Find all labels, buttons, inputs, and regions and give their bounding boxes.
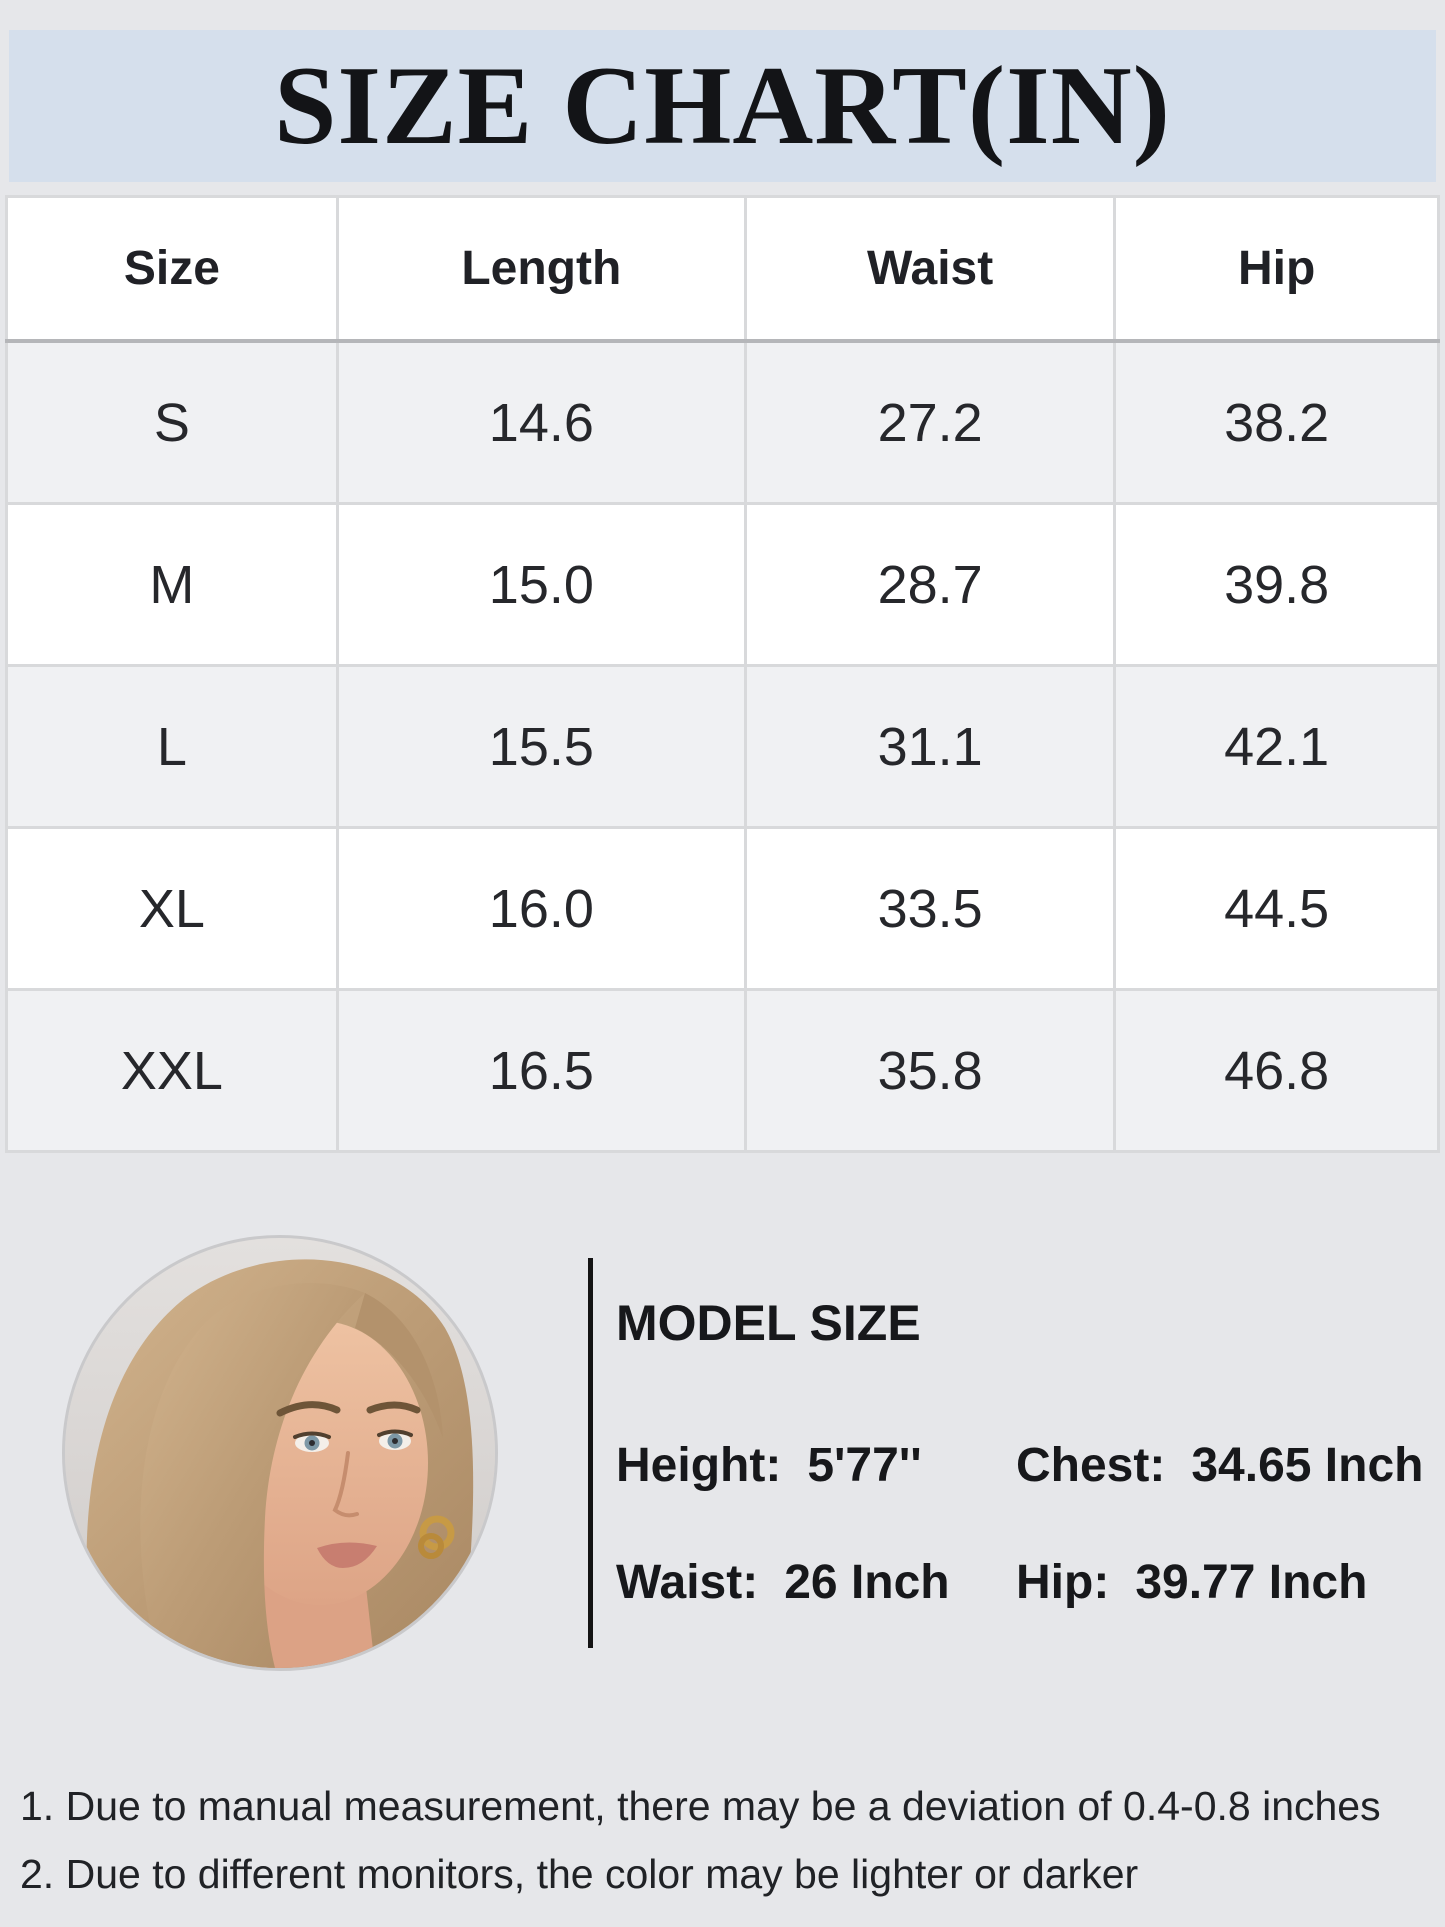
note-2: 2. Due to different monitors, the color … <box>20 1851 1139 1897</box>
stat-waist: Waist: 26 Inch <box>616 1555 1016 1610</box>
cell-waist: 31.1 <box>743 664 1117 829</box>
cell-length: 15.5 <box>335 664 747 829</box>
stat-height-label: Height: <box>616 1439 782 1492</box>
table-row-m: M 15.0 28.7 39.8 <box>5 502 1440 667</box>
cell-waist: 35.8 <box>743 988 1117 1153</box>
cell-length: 16.0 <box>335 826 747 991</box>
cell-size: L <box>5 664 339 829</box>
cell-hip: 38.2 <box>1113 339 1440 505</box>
cell-size: S <box>5 339 339 505</box>
cell-hip: 39.8 <box>1113 502 1440 667</box>
stat-waist-value: 26 Inch <box>784 1556 950 1609</box>
model-portrait-illustration <box>65 1238 495 1668</box>
model-stat-line-2: Waist: 26 Inch Hip: 39.77 Inch <box>616 1555 1426 1610</box>
size-table-header-row: Size Length Waist Hip <box>5 195 1440 343</box>
size-chart-title: SIZE CHART(IN) <box>274 43 1171 168</box>
model-stat-line-1: Height: 5'77'' Chest: 34.65 Inch <box>616 1438 1426 1493</box>
model-portrait-image <box>62 1235 498 1671</box>
cell-length: 16.5 <box>335 988 747 1153</box>
vertical-divider <box>588 1258 593 1648</box>
cell-length: 15.0 <box>335 502 747 667</box>
footer-notes: 1. Due to manual measurement, there may … <box>20 1772 1420 1908</box>
model-size-heading: MODEL SIZE <box>616 1295 921 1351</box>
note-1: 1. Due to manual measurement, there may … <box>20 1783 1381 1829</box>
size-table: Size Length Waist Hip S 14.6 27.2 38.2 M… <box>5 195 1440 1153</box>
column-header-hip: Hip <box>1113 195 1440 343</box>
cell-waist: 28.7 <box>743 502 1117 667</box>
table-row-xxl: XXL 16.5 35.8 46.8 <box>5 988 1440 1153</box>
cell-size: XL <box>5 826 339 991</box>
stat-hip-value: 39.77 Inch <box>1135 1556 1368 1609</box>
cell-hip: 44.5 <box>1113 826 1440 991</box>
size-chart-banner: SIZE CHART(IN) <box>9 30 1436 182</box>
stat-waist-label: Waist: <box>616 1556 759 1609</box>
table-row-xl: XL 16.0 33.5 44.5 <box>5 826 1440 991</box>
stat-hip: Hip: 39.77 Inch <box>1016 1555 1367 1610</box>
cell-size: XXL <box>5 988 339 1153</box>
stat-chest-label: Chest: <box>1016 1439 1166 1492</box>
table-row-s: S 14.6 27.2 38.2 <box>5 339 1440 505</box>
stat-height: Height: 5'77'' <box>616 1438 1016 1493</box>
stat-hip-label: Hip: <box>1016 1556 1110 1609</box>
stat-chest-value: 34.65 Inch <box>1191 1439 1424 1492</box>
cell-size: M <box>5 502 339 667</box>
column-header-length: Length <box>335 195 747 343</box>
cell-length: 14.6 <box>335 339 747 505</box>
cell-waist: 33.5 <box>743 826 1117 991</box>
stat-chest: Chest: 34.65 Inch <box>1016 1438 1423 1493</box>
model-size-section: MODEL SIZE Height: 5'77'' Chest: 34.65 I… <box>616 1294 1426 1610</box>
column-header-waist: Waist <box>743 195 1117 343</box>
stat-height-value: 5'77'' <box>807 1439 922 1492</box>
column-header-size: Size <box>5 195 339 343</box>
cell-waist: 27.2 <box>743 339 1117 505</box>
cell-hip: 46.8 <box>1113 988 1440 1153</box>
cell-hip: 42.1 <box>1113 664 1440 829</box>
table-row-l: L 15.5 31.1 42.1 <box>5 664 1440 829</box>
